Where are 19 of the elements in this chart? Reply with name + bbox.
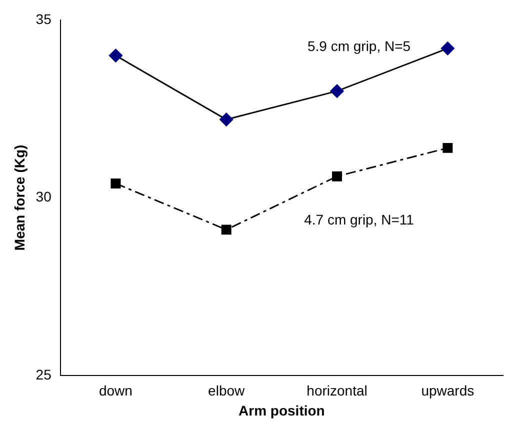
y-tick-label: 25	[36, 366, 52, 382]
point	[442, 142, 453, 153]
series-label: 5.9 cm grip, N=5	[307, 38, 411, 54]
y-axis-title: Mean force (Kg)	[11, 144, 28, 251]
point	[221, 224, 232, 235]
point	[440, 42, 454, 56]
y-tick-label: 30	[36, 188, 52, 205]
y-tick-label: 35	[36, 10, 52, 27]
x-tick-label: down	[98, 382, 132, 399]
point	[108, 48, 122, 62]
series-label: 4.7 cm grip, N=11	[304, 211, 414, 228]
point	[330, 84, 344, 98]
point	[110, 178, 121, 188]
x-tick-label: elbow	[208, 382, 246, 399]
x-tick-label: upwards	[421, 382, 474, 399]
x-axis-title: Arm position	[238, 402, 325, 418]
x-tick-label: horizontal	[306, 382, 368, 399]
point	[220, 112, 234, 126]
point	[332, 171, 342, 182]
